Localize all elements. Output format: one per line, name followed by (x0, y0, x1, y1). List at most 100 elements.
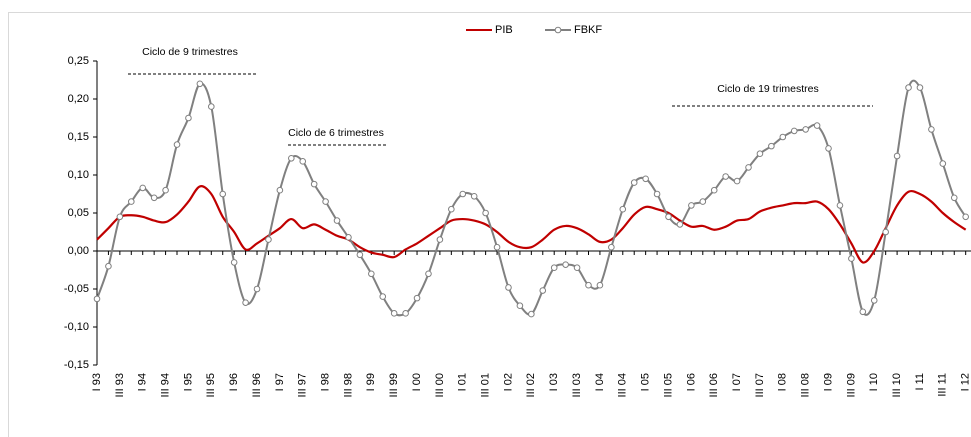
x-tick-label: I 11 (914, 373, 926, 391)
point (722, 173, 729, 180)
x-tick-label: III 11 (937, 373, 949, 397)
point (962, 213, 969, 221)
point (893, 152, 901, 160)
y-tick-label: 0,15 (68, 131, 89, 143)
y-tick-label: 0,05 (68, 207, 89, 219)
point (928, 126, 935, 133)
point (322, 198, 329, 205)
point (756, 150, 764, 158)
x-tick-label: III 95 (205, 373, 217, 397)
point (173, 141, 181, 148)
x-tick-label: III 09 (845, 373, 857, 397)
point (848, 255, 855, 262)
point (345, 234, 352, 241)
point (779, 133, 787, 141)
legend-label: FBKF (574, 24, 602, 36)
point (642, 175, 649, 183)
point (596, 281, 604, 289)
point (276, 186, 284, 194)
point (825, 145, 832, 152)
legend-marker (554, 26, 562, 34)
chart-border (8, 12, 971, 437)
point (939, 160, 947, 167)
point (93, 295, 101, 303)
point (859, 308, 867, 316)
x-tick-label: III 01 (480, 373, 492, 397)
y-tick-label: 0,25 (68, 55, 89, 67)
x-tick-label: III 97 (297, 373, 309, 397)
point (688, 202, 695, 209)
y-tick-label: 0,10 (68, 169, 89, 181)
x-tick-label: III 06 (708, 373, 720, 397)
point (665, 213, 672, 221)
x-tick-label: III 94 (159, 373, 171, 397)
y-tick-label: -0,05 (64, 283, 89, 295)
point (368, 270, 375, 278)
point (299, 158, 307, 165)
x-tick-label: III 10 (891, 373, 903, 397)
x-tick-label: I 10 (868, 373, 880, 391)
x-tick-label: I 95 (182, 373, 194, 391)
point (425, 270, 432, 278)
point (448, 205, 455, 213)
x-tick-label: I 99 (365, 373, 377, 391)
x-tick-label: I 98 (320, 373, 332, 391)
point (710, 186, 718, 194)
series-line (96, 185, 967, 264)
y-tick-label: 0,00 (68, 245, 89, 257)
point (390, 310, 398, 317)
point (550, 264, 558, 272)
annotation: Ciclo de 6 trimestres (288, 127, 384, 139)
point (242, 299, 249, 306)
point (208, 103, 215, 110)
point (813, 122, 821, 129)
annotation: Ciclo de 9 trimestres (142, 46, 238, 58)
point (528, 310, 535, 318)
x-tick-label: I 05 (640, 373, 652, 391)
x-tick-label: I 04 (594, 373, 606, 391)
point (139, 184, 147, 192)
point (105, 262, 112, 270)
point (870, 297, 878, 304)
x-tick-label: III 05 (662, 373, 674, 397)
point (802, 126, 809, 133)
x-tick-label: I 02 (502, 373, 514, 391)
y-tick-label: 0,20 (68, 93, 89, 105)
point (356, 251, 364, 259)
point (676, 221, 684, 228)
x-tick-label: III 03 (571, 373, 583, 397)
point (333, 217, 341, 224)
y-tick-label: -0,15 (64, 359, 89, 371)
point (265, 236, 272, 243)
point (436, 236, 444, 243)
x-tick-label: III 08 (800, 373, 812, 397)
x-tick-label: I 93 (91, 373, 103, 391)
x-tick-label: I 97 (274, 373, 286, 391)
point (653, 190, 661, 198)
x-tick-label: III 04 (617, 373, 629, 397)
point (916, 84, 924, 91)
point (505, 284, 512, 291)
point (745, 164, 752, 171)
point (162, 186, 169, 194)
point (196, 80, 204, 88)
y-tick-label: -0,10 (64, 321, 89, 333)
x-tick-label: I 12 (960, 373, 971, 391)
point (219, 190, 227, 198)
point (573, 264, 581, 272)
point (470, 192, 478, 200)
point (539, 287, 547, 294)
point (699, 198, 707, 205)
point (882, 228, 889, 236)
x-tick-label: III 00 (434, 373, 446, 397)
point (516, 302, 524, 310)
point (493, 243, 501, 251)
point (459, 190, 467, 198)
annotation: Ciclo de 19 trimestres (717, 83, 819, 95)
point (402, 310, 409, 317)
point (619, 205, 627, 213)
point (127, 198, 135, 205)
point (585, 281, 592, 289)
point (630, 179, 638, 186)
